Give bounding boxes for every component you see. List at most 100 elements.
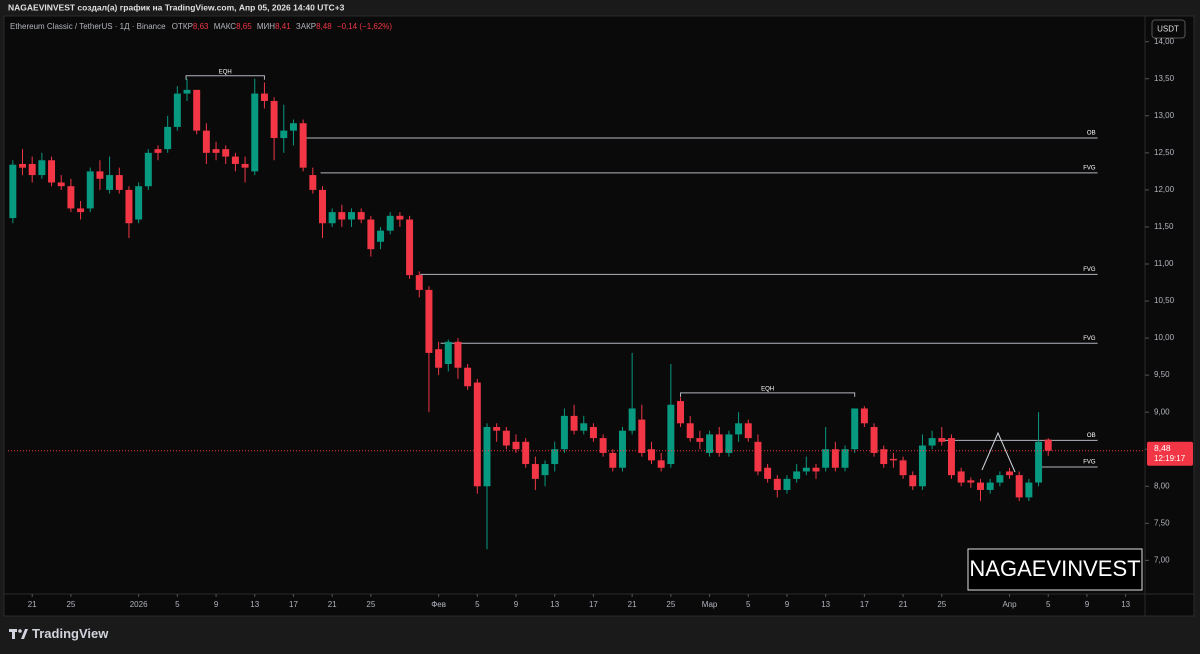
label: МАКС (214, 22, 237, 31)
x-tick-label: 21 (28, 600, 37, 609)
candle-body (260, 93, 268, 101)
level-label: FVG (1083, 336, 1096, 342)
level-label: OB (1087, 433, 1096, 439)
y-tick-label: 12,00 (1154, 185, 1175, 194)
value: 8,63 (193, 22, 209, 31)
candle-body (231, 156, 239, 164)
candle-body (618, 430, 626, 468)
x-tick-label: 13 (250, 600, 259, 609)
x-tick-label: 5 (1046, 600, 1051, 609)
candle-body (473, 382, 481, 487)
x-tick-label: 13 (1121, 600, 1130, 609)
value: 8,65 (236, 22, 252, 31)
candle-body (860, 408, 868, 424)
candle-body (454, 341, 462, 368)
candle-body (764, 467, 772, 479)
y-tick-label: 7,00 (1154, 555, 1170, 564)
candle-body (38, 160, 46, 176)
candle-body (677, 401, 685, 424)
level-bracket (185, 75, 265, 80)
level-label: OB (1087, 131, 1096, 137)
candle-body (880, 449, 888, 465)
watermark: NAGAEVINVEST (969, 556, 1140, 581)
candle-body (715, 434, 723, 453)
candle-body (202, 130, 210, 153)
candle-body (522, 441, 530, 465)
candle-body (541, 464, 549, 476)
candle-body (793, 471, 801, 479)
y-tick-label: 10,50 (1154, 296, 1175, 305)
label: ОТКР (172, 22, 193, 31)
candle-body (783, 478, 791, 490)
candle-body (328, 212, 336, 224)
candle-body (241, 163, 249, 168)
candle-body (986, 482, 994, 490)
candle-body (48, 160, 56, 183)
candle-body (348, 212, 356, 220)
candle-body (802, 467, 810, 472)
legend: Ethereum Classic / TetherUS · 1Д · Binan… (10, 22, 392, 31)
candle-body (406, 219, 414, 276)
candle-body (841, 449, 849, 468)
candle-body (667, 404, 675, 465)
y-tick-label: 14,00 (1154, 37, 1175, 46)
plot: 7,007,508,008,509,009,5010,0010,5011,001… (8, 37, 1175, 609)
currency[interactable]: USDT (1157, 25, 1179, 34)
candle-body (589, 426, 597, 439)
currency-box[interactable] (1151, 19, 1186, 39)
candle-body (193, 89, 201, 131)
x-tick-label: 17 (589, 600, 598, 609)
y-tick-label: 13,00 (1154, 111, 1175, 120)
candle-body (996, 475, 1004, 483)
candle-body (967, 480, 975, 483)
candle-body (222, 149, 230, 157)
candle-body (396, 215, 404, 220)
y-tick-label: 11,00 (1154, 259, 1174, 268)
header: NAGAEVINVEST создал(а) график на Trading… (8, 2, 345, 12)
candle-body (754, 441, 762, 472)
candle-body (386, 215, 394, 231)
x-tick-label: 13 (821, 600, 830, 609)
candle-body (918, 445, 926, 487)
watermark-box (967, 548, 1143, 591)
y-tick-label: 12,50 (1154, 148, 1175, 157)
label: МИН (257, 22, 275, 31)
candle-body (493, 426, 501, 431)
candle-body (706, 434, 714, 453)
candle-body (744, 423, 752, 439)
candle-body (299, 123, 307, 168)
candle-body (609, 452, 617, 468)
candle-body (144, 152, 152, 187)
value: 8,41 (275, 22, 291, 31)
level-label: FVG (1083, 267, 1096, 273)
x-tick-label: 25 (666, 600, 675, 609)
level-label: EQH (219, 69, 232, 75)
x-tick-label: Апр (1002, 600, 1017, 609)
candle-body (928, 438, 936, 446)
level-label: EQH (761, 386, 774, 392)
y-tick-label: 9,00 (1154, 407, 1170, 416)
candle-body (1044, 439, 1052, 451)
y-tick-label: 13,50 (1154, 74, 1175, 83)
price-label: 8,48 (1154, 443, 1171, 453)
x-tick-label: 9 (1085, 600, 1090, 609)
candle-body (19, 163, 26, 168)
candle-body (1025, 482, 1033, 498)
candle-body (1035, 441, 1043, 483)
candle-body (1006, 471, 1014, 476)
level-bracket (680, 392, 856, 397)
candle-body (628, 408, 636, 431)
candle-body (725, 434, 733, 453)
candle-body (657, 460, 665, 468)
candle-body (831, 449, 839, 468)
x-tick-label: 9 (214, 600, 219, 609)
candle-body (696, 438, 704, 442)
candle-body (164, 126, 172, 150)
candle-body (599, 438, 607, 453)
y-tick-label: 9,50 (1154, 370, 1170, 379)
x-tick-label: 21 (899, 600, 908, 609)
x-tick-label: 9 (785, 600, 790, 609)
candle-body (377, 230, 385, 242)
candle-body (270, 100, 278, 139)
